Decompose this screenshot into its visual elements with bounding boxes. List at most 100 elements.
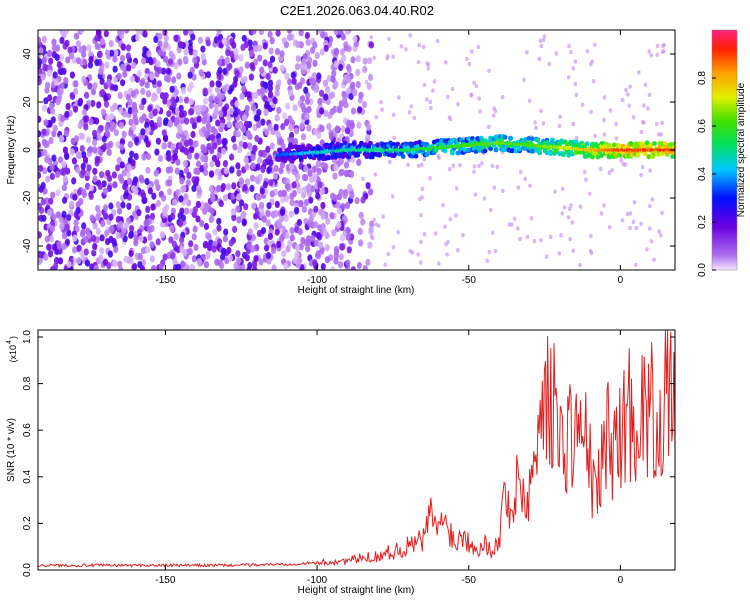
heatmap-cell bbox=[425, 61, 429, 66]
heatmap-cell bbox=[319, 107, 325, 115]
heatmap-cell bbox=[252, 144, 258, 152]
heatmap-cell bbox=[358, 211, 364, 219]
heatmap-cell bbox=[527, 98, 532, 104]
heatmap-cell bbox=[256, 193, 262, 201]
heatmap-cell bbox=[144, 246, 150, 254]
heatmap-cell bbox=[350, 81, 356, 89]
heatmap-cell bbox=[43, 97, 49, 105]
heatmap-cell bbox=[135, 30, 141, 35]
heatmap-cell bbox=[567, 43, 571, 49]
heatmap-cell bbox=[522, 137, 528, 143]
heatmap-cell bbox=[138, 174, 144, 182]
heatmap-cell bbox=[112, 65, 118, 73]
heatmap-cell bbox=[174, 117, 180, 125]
heatmap-cell bbox=[216, 73, 222, 81]
y-tick-label: 0.0 bbox=[22, 563, 33, 577]
heatmap-cell bbox=[553, 189, 557, 194]
heatmap-cell bbox=[100, 220, 106, 228]
heatmap-cell bbox=[539, 108, 543, 114]
heatmap-cell bbox=[274, 228, 280, 236]
heatmap-cell bbox=[238, 54, 244, 62]
heatmap-cell bbox=[178, 195, 184, 203]
heatmap-cell bbox=[342, 140, 348, 146]
heatmap-cell bbox=[73, 80, 79, 88]
heatmap-cell bbox=[557, 123, 562, 129]
heatmap-cell bbox=[417, 43, 422, 48]
heatmap-cell bbox=[187, 71, 193, 79]
heatmap-cell bbox=[292, 104, 298, 112]
heatmap-cell bbox=[333, 164, 339, 172]
heatmap-cell bbox=[139, 103, 145, 111]
heatmap-cell bbox=[337, 207, 343, 215]
heatmap-cell bbox=[92, 129, 98, 137]
y-multiplier: (x10 4 ) bbox=[6, 336, 18, 363]
heatmap-cell bbox=[646, 106, 650, 111]
heatmap-cell bbox=[189, 146, 195, 154]
heatmap-cell bbox=[366, 123, 372, 131]
heatmap-cell bbox=[502, 147, 508, 153]
heatmap-cell bbox=[172, 198, 178, 206]
heatmap-cell bbox=[153, 35, 159, 44]
heatmap-cell bbox=[41, 35, 48, 44]
heatmap-cell bbox=[409, 104, 414, 109]
heatmap-cell bbox=[188, 81, 194, 90]
heatmap-cell bbox=[614, 136, 619, 141]
heatmap-cell bbox=[380, 107, 384, 113]
heatmap-cell bbox=[280, 196, 286, 204]
heatmap-cell bbox=[162, 209, 168, 217]
heatmap-cell bbox=[48, 137, 54, 145]
heatmap-cell bbox=[240, 43, 246, 52]
heatmap-cell bbox=[291, 181, 297, 189]
heatmap-cell bbox=[165, 67, 171, 75]
heatmap-cell bbox=[38, 250, 43, 258]
colorbar: 0.0 0.2 0.4 0.6 0.8 Normalized spectral ampl… bbox=[697, 29, 747, 277]
heatmap-cell bbox=[203, 169, 209, 177]
heatmap-cell bbox=[338, 253, 344, 261]
heatmap-cell bbox=[44, 235, 50, 243]
heatmap-cell bbox=[146, 50, 152, 58]
heatmap-cell bbox=[301, 186, 308, 194]
heatmap-cell bbox=[303, 86, 309, 94]
heatmap-cell bbox=[580, 102, 585, 108]
heatmap-cell bbox=[190, 130, 196, 139]
heatmap-cell bbox=[420, 186, 425, 192]
heatmap-cell bbox=[358, 239, 364, 247]
heatmap-cell bbox=[350, 266, 356, 270]
heatmap-cell bbox=[267, 90, 274, 98]
heatmap-cell bbox=[490, 163, 495, 169]
heatmap-cell bbox=[127, 156, 133, 164]
heatmap-cell bbox=[195, 215, 201, 223]
heatmap-cell bbox=[148, 111, 154, 119]
heatmap-cell bbox=[113, 245, 119, 254]
heatmap-cell bbox=[286, 33, 292, 42]
heatmap-cell bbox=[289, 199, 295, 207]
heatmap-cell bbox=[304, 31, 310, 40]
heatmap-cell bbox=[323, 162, 329, 171]
heatmap-cell bbox=[58, 87, 64, 95]
heatmap-cell bbox=[253, 45, 259, 53]
heatmap-cell bbox=[292, 138, 298, 146]
heatmap-cell bbox=[87, 61, 93, 69]
heatmap-cell bbox=[435, 138, 441, 144]
heatmap-cell bbox=[88, 192, 94, 200]
heatmap-cell bbox=[219, 92, 225, 100]
heatmap-cell bbox=[298, 30, 304, 37]
heatmap-cell bbox=[157, 49, 163, 57]
heatmap-cell bbox=[305, 38, 311, 47]
heatmap-cell bbox=[231, 214, 237, 222]
heatmap-cell bbox=[208, 185, 214, 193]
heatmap-cell bbox=[419, 213, 423, 218]
heatmap-cell bbox=[180, 260, 186, 268]
heatmap-cell bbox=[209, 160, 215, 168]
heatmap-cell bbox=[311, 165, 317, 174]
heatmap-cell bbox=[235, 121, 241, 129]
heatmap-cell bbox=[369, 151, 375, 156]
heatmap-cell bbox=[177, 212, 183, 220]
heatmap-cell bbox=[62, 146, 68, 154]
heatmap-cell bbox=[222, 194, 229, 202]
heatmap-cell bbox=[128, 249, 134, 258]
heatmap-cell bbox=[129, 225, 135, 233]
heatmap-cell bbox=[266, 202, 272, 210]
heatmap-cell bbox=[578, 204, 583, 209]
heatmap-cell bbox=[145, 90, 152, 98]
